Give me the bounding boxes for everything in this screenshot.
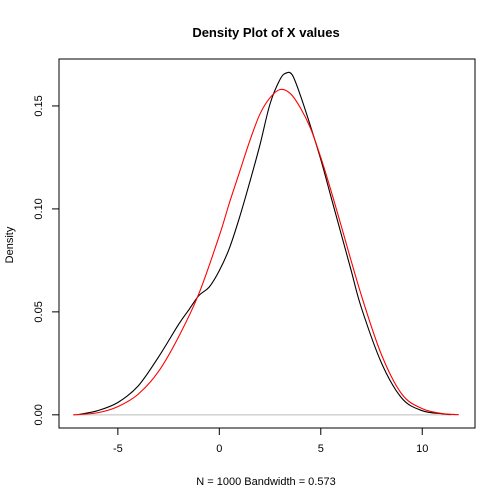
- chart-title: Density Plot of X values: [192, 25, 339, 40]
- y-tick-label: 0.05: [33, 301, 45, 322]
- y-tick-label: 0.00: [33, 404, 45, 425]
- y-tick-label: 0.10: [33, 198, 45, 219]
- x-tick-label: -5: [113, 443, 123, 455]
- y-axis-label: Density: [4, 226, 16, 263]
- density-curve-red: [73, 88, 459, 416]
- x-tick-label: 10: [416, 443, 428, 455]
- x-tick-label: 0: [216, 443, 222, 455]
- x-axis-label: N = 1000 Bandwidth = 0.573: [196, 476, 335, 488]
- y-tick-label: 0.15: [33, 95, 45, 116]
- x-tick-label: 5: [318, 443, 324, 455]
- plot-frame: [58, 58, 476, 429]
- density-curve-black: [79, 71, 451, 416]
